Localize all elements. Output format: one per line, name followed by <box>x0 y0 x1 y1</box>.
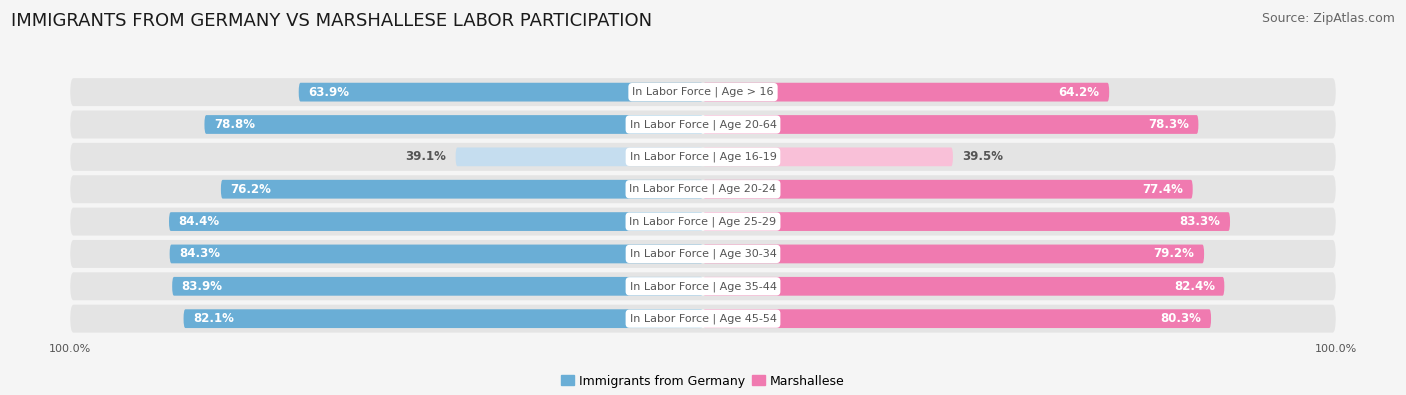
Text: 84.4%: 84.4% <box>179 215 219 228</box>
FancyBboxPatch shape <box>703 83 1109 102</box>
FancyBboxPatch shape <box>703 180 1192 199</box>
Text: In Labor Force | Age > 16: In Labor Force | Age > 16 <box>633 87 773 98</box>
Legend: Immigrants from Germany, Marshallese: Immigrants from Germany, Marshallese <box>557 370 849 393</box>
FancyBboxPatch shape <box>70 208 1336 235</box>
FancyBboxPatch shape <box>70 240 1336 268</box>
Text: 82.1%: 82.1% <box>193 312 233 325</box>
Text: In Labor Force | Age 45-54: In Labor Force | Age 45-54 <box>630 313 776 324</box>
Text: In Labor Force | Age 20-64: In Labor Force | Age 20-64 <box>630 119 776 130</box>
FancyBboxPatch shape <box>169 212 703 231</box>
FancyBboxPatch shape <box>204 115 703 134</box>
FancyBboxPatch shape <box>221 180 703 199</box>
Text: 78.8%: 78.8% <box>214 118 254 131</box>
FancyBboxPatch shape <box>70 175 1336 203</box>
FancyBboxPatch shape <box>703 212 1230 231</box>
Text: In Labor Force | Age 16-19: In Labor Force | Age 16-19 <box>630 152 776 162</box>
Text: In Labor Force | Age 20-24: In Labor Force | Age 20-24 <box>630 184 776 194</box>
Text: IMMIGRANTS FROM GERMANY VS MARSHALLESE LABOR PARTICIPATION: IMMIGRANTS FROM GERMANY VS MARSHALLESE L… <box>11 12 652 30</box>
FancyBboxPatch shape <box>172 277 703 296</box>
Text: 76.2%: 76.2% <box>231 183 271 196</box>
FancyBboxPatch shape <box>70 78 1336 106</box>
Text: 39.5%: 39.5% <box>963 150 1004 164</box>
FancyBboxPatch shape <box>184 309 703 328</box>
Text: 63.9%: 63.9% <box>308 86 349 99</box>
FancyBboxPatch shape <box>703 309 1211 328</box>
FancyBboxPatch shape <box>170 245 703 263</box>
FancyBboxPatch shape <box>703 147 953 166</box>
Text: 83.3%: 83.3% <box>1180 215 1220 228</box>
Text: 82.4%: 82.4% <box>1174 280 1215 293</box>
FancyBboxPatch shape <box>703 245 1204 263</box>
Text: 80.3%: 80.3% <box>1161 312 1202 325</box>
FancyBboxPatch shape <box>703 115 1198 134</box>
Text: 64.2%: 64.2% <box>1059 86 1099 99</box>
FancyBboxPatch shape <box>298 83 703 102</box>
FancyBboxPatch shape <box>70 143 1336 171</box>
Text: 79.2%: 79.2% <box>1154 247 1195 260</box>
Text: 39.1%: 39.1% <box>405 150 446 164</box>
Text: In Labor Force | Age 30-34: In Labor Force | Age 30-34 <box>630 249 776 259</box>
FancyBboxPatch shape <box>703 277 1225 296</box>
Text: 78.3%: 78.3% <box>1149 118 1189 131</box>
Text: 84.3%: 84.3% <box>179 247 221 260</box>
FancyBboxPatch shape <box>456 147 703 166</box>
FancyBboxPatch shape <box>70 305 1336 333</box>
FancyBboxPatch shape <box>70 272 1336 300</box>
Text: In Labor Force | Age 25-29: In Labor Force | Age 25-29 <box>630 216 776 227</box>
Text: In Labor Force | Age 35-44: In Labor Force | Age 35-44 <box>630 281 776 292</box>
Text: Source: ZipAtlas.com: Source: ZipAtlas.com <box>1261 12 1395 25</box>
FancyBboxPatch shape <box>70 111 1336 139</box>
Text: 77.4%: 77.4% <box>1142 183 1184 196</box>
Text: 83.9%: 83.9% <box>181 280 222 293</box>
